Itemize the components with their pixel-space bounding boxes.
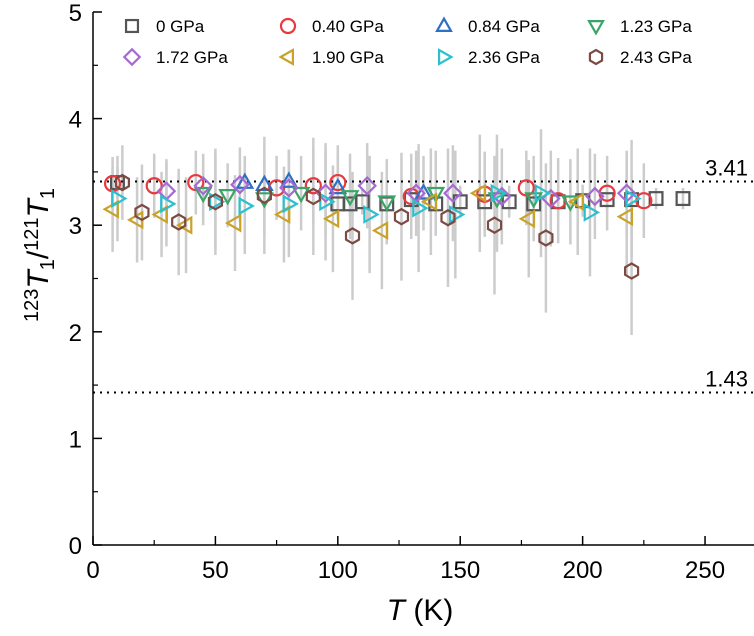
data-point	[193, 186, 213, 204]
data-point	[616, 207, 634, 227]
legend-marker	[124, 18, 140, 34]
legend-label: 0.40 GPa	[312, 17, 384, 36]
y-tick-label: 3	[69, 213, 82, 240]
y-tick-label: 0	[69, 533, 82, 560]
x-tick-label: 200	[563, 557, 603, 584]
data-points	[102, 171, 691, 280]
data-point	[623, 262, 640, 280]
data-point	[469, 183, 487, 203]
data-point	[114, 173, 130, 192]
data-point	[340, 190, 360, 207]
tick-labels: 0 50 100 150 200 250 0 1 2 3 4 5	[69, 0, 725, 584]
data-point	[315, 183, 336, 204]
data-point	[209, 192, 226, 212]
data-point	[357, 175, 377, 196]
data-point	[414, 183, 433, 200]
data-point	[304, 177, 322, 195]
data-point	[279, 171, 299, 188]
data-point	[490, 183, 508, 203]
data-point	[518, 209, 536, 229]
legend-label: 0.84 GPa	[468, 17, 540, 36]
data-point	[412, 198, 429, 218]
x-tick-label: 0	[86, 557, 99, 584]
data-point	[625, 189, 642, 208]
legend-marker	[122, 47, 142, 67]
x-tick-label: 50	[202, 557, 229, 584]
legend-marker	[278, 48, 294, 66]
legend-marker	[588, 48, 604, 66]
data-point	[193, 175, 213, 196]
data-point	[254, 174, 274, 192]
data-point	[538, 229, 554, 247]
data-point	[322, 209, 340, 229]
data-point	[160, 194, 177, 214]
data-point	[134, 203, 150, 222]
data-point	[440, 208, 456, 227]
data-point	[111, 189, 128, 208]
reference-line-label: 3.41	[705, 155, 748, 180]
data-point	[448, 205, 466, 224]
data-point	[319, 192, 336, 212]
legend-label: 2.43 GPa	[620, 48, 692, 67]
data-point	[363, 205, 380, 224]
data-point	[648, 191, 664, 207]
y-tick-label: 4	[69, 107, 82, 134]
data-point	[238, 196, 255, 216]
data-point	[256, 186, 272, 205]
x-tick-label: 100	[318, 557, 358, 584]
legend-marker	[435, 16, 453, 32]
data-point	[443, 183, 463, 204]
legend-marker	[587, 20, 605, 36]
data-point	[486, 216, 503, 234]
data-point	[675, 191, 691, 207]
legend-label: 1.23 GPa	[620, 17, 692, 36]
data-point	[426, 186, 446, 204]
legend-label: 1.90 GPa	[312, 48, 384, 67]
reference-line-label: 1.43	[705, 367, 748, 392]
data-point	[354, 194, 370, 210]
data-point	[420, 192, 438, 212]
legend-marker	[279, 17, 297, 35]
y-tick-label: 1	[69, 426, 82, 453]
data-point	[305, 187, 321, 206]
x-axis-title: T (K)	[387, 594, 454, 627]
data-point	[291, 186, 311, 204]
data-point	[268, 179, 286, 197]
data-point	[492, 186, 512, 207]
x-tick-label: 150	[440, 557, 480, 584]
data-point	[329, 173, 347, 192]
data-point	[328, 177, 348, 195]
x-tick-label: 250	[685, 557, 725, 584]
data-point	[344, 227, 361, 245]
axes	[92, 11, 754, 546]
legend: 0 GPa 0.40 GPa 0.84 GPa 1.23 GPa 1.72 GPa 1.9…	[122, 16, 692, 67]
data-point	[585, 186, 605, 207]
data-point	[230, 174, 250, 195]
data-point	[583, 203, 601, 222]
data-point	[393, 207, 410, 226]
data-point	[282, 194, 299, 214]
data-point	[279, 178, 299, 198]
error-bars	[111, 129, 685, 335]
y-tick-label: 2	[69, 320, 82, 347]
data-point	[218, 189, 238, 206]
legend-label: 0 GPa	[156, 17, 205, 36]
data-point	[145, 177, 163, 195]
data-point	[377, 195, 397, 212]
data-point	[224, 213, 242, 233]
data-point	[171, 213, 187, 231]
data-point	[534, 183, 552, 203]
legend-label: 1.72 GPa	[156, 48, 228, 67]
legend-label: 2.36 GPa	[468, 48, 540, 67]
y-axis-title: 123T1/121T1	[21, 188, 59, 322]
reference-lines: 3.41 1.43	[93, 155, 754, 394]
legend-marker	[438, 48, 454, 66]
data-point	[567, 192, 585, 212]
data-point	[371, 221, 389, 240]
y-tick-label: 5	[69, 0, 82, 27]
data-point	[207, 192, 224, 211]
